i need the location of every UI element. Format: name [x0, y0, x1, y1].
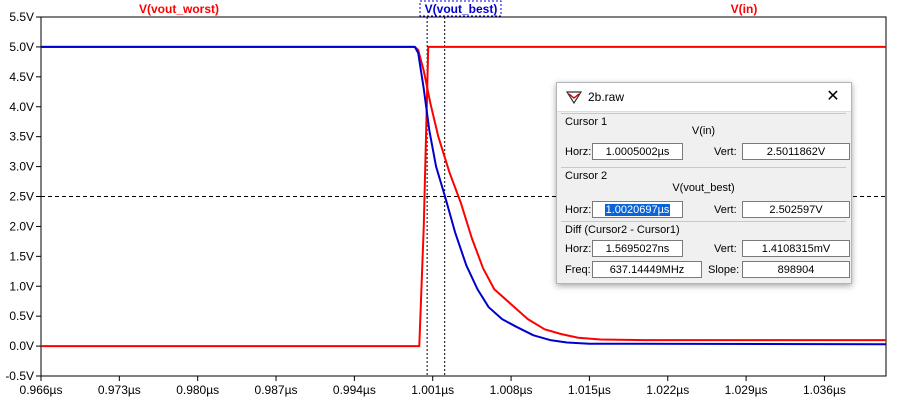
diff-slope-field[interactable]: 898904: [742, 261, 850, 278]
y-tick-label: 1.0V: [9, 279, 34, 293]
y-axis: 5.5V 5.0V 4.5V 4.0V 3.5V 3.0V 2.5V 2.0V 1.5V 1.0V…: [5, 10, 41, 383]
y-tick-label: 3.0V: [9, 160, 34, 174]
x-tick-label: 1.015µs: [568, 383, 611, 397]
x-tick-label: 0.980µs: [176, 383, 219, 397]
diff-vert-value: 1.4108315mV: [761, 243, 831, 255]
series-v-vout-worst-[interactable]: [41, 45, 886, 342]
y-tick-label: 2.0V: [9, 219, 34, 233]
close-button[interactable]: ✕: [826, 88, 840, 105]
cursor1-vert-value: 2.5011862V: [766, 146, 826, 158]
x-tick-label: 0.973µs: [98, 383, 141, 397]
x-tick-label: 1.001µs: [411, 383, 454, 397]
y-tick-label: 0.5V: [9, 309, 34, 323]
y-tick-label: 2.5V: [9, 190, 34, 204]
y-tick-label: 1.5V: [9, 249, 34, 263]
x-tick-label: 1.008µs: [490, 383, 533, 397]
y-tick-label: -0.5V: [5, 369, 34, 383]
y-tick-label: 4.5V: [9, 70, 34, 84]
diff-horz-field[interactable]: 1.5695027ns: [592, 240, 683, 257]
x-tick-label: 0.987µs: [255, 383, 298, 397]
diff-vert-field[interactable]: 1.4108315mV: [742, 240, 850, 257]
cursor2-trace: V(vout_best): [672, 182, 735, 194]
cursor2-horz-field[interactable]: 1.0020697µs: [592, 201, 683, 218]
cursor-dialog[interactable]: 2b.raw ✕ Cursor 1 V(in) Horz: 1.0005002µ…: [556, 82, 852, 284]
x-tick-label: 1.022µs: [646, 383, 689, 397]
diff-group: Diff (Cursor2 - Cursor1) Horz: 1.5695027…: [561, 221, 850, 282]
trace-label-vout-best-group[interactable]: V(vout_best): [419, 0, 502, 17]
cursor2-group: Cursor 2 V(vout_best) Horz: 1.0020697µs …: [561, 167, 850, 222]
diff-vert-label: Vert:: [714, 243, 737, 255]
dialog-title: 2b.raw: [588, 90, 625, 104]
cursor1-vert-label: Vert:: [714, 146, 737, 158]
x-tick-label: 1.029µs: [725, 383, 768, 397]
trace-layer: [41, 45, 887, 348]
diff-freq-label: Freq:: [565, 264, 591, 276]
dialog-titlebar[interactable]: 2b.raw ✕: [557, 83, 851, 112]
y-tick-label: 5.5V: [9, 10, 34, 24]
cursor-lines: [41, 17, 886, 376]
cursor2-vert-value: 2.502597V: [769, 204, 823, 216]
series-v-in-[interactable]: [41, 45, 886, 348]
trace-label-focus-box: [419, 0, 502, 17]
diff-title: Diff (Cursor2 - Cursor1): [565, 224, 680, 236]
trace-label-vout-worst[interactable]: V(vout_worst): [139, 2, 219, 16]
cursor1-horz-label: Horz:: [565, 146, 592, 158]
cursor1-vert-field[interactable]: 2.5011862V: [742, 143, 850, 160]
diff-freq-field[interactable]: 637.14449MHz: [592, 261, 702, 278]
cursor2-horz-value: 1.0020697µs: [604, 204, 671, 216]
cursor1-trace: V(in): [691, 125, 716, 137]
cursor1-group: Cursor 1 V(in) Horz: 1.0005002µs Vert: 2…: [561, 113, 850, 168]
x-tick-label: 1.036µs: [803, 383, 846, 397]
cursor2-vert-label: Vert:: [714, 204, 737, 216]
x-axis: 0.966µs 0.973µs 0.980µs 0.987µs 0.994µs 1.001…: [20, 376, 846, 397]
trace-label-vout-best[interactable]: V(vout_best): [425, 2, 498, 16]
y-tick-label: 3.5V: [9, 130, 34, 144]
cursor1-horz-field[interactable]: 1.0005002µs: [592, 143, 683, 160]
cursor2-vert-field[interactable]: 2.502597V: [742, 201, 850, 218]
diff-horz-value: 1.5695027ns: [605, 243, 670, 255]
ltspice-icon: [566, 91, 582, 105]
cursor2-title: Cursor 2: [565, 170, 608, 182]
series-v-vout-best-[interactable]: [41, 45, 887, 346]
y-tick-label: 5.0V: [9, 40, 34, 54]
diff-slope-label: Slope:: [708, 264, 740, 276]
cursor1-title: Cursor 1: [565, 116, 608, 128]
x-tick-label: 0.966µs: [20, 383, 63, 397]
diff-freq-value: 637.14449MHz: [609, 264, 685, 276]
y-tick-label: 4.0V: [9, 100, 34, 114]
x-tick-label: 0.994µs: [333, 383, 376, 397]
cursor1-horz-value: 1.0005002µs: [605, 146, 670, 158]
diff-slope-value: 898904: [777, 264, 815, 276]
trace-label-vin[interactable]: V(in): [731, 2, 758, 16]
diff-horz-label: Horz:: [565, 243, 592, 255]
cursor2-horz-label: Horz:: [565, 204, 592, 216]
y-tick-label: 0.0V: [9, 339, 34, 353]
